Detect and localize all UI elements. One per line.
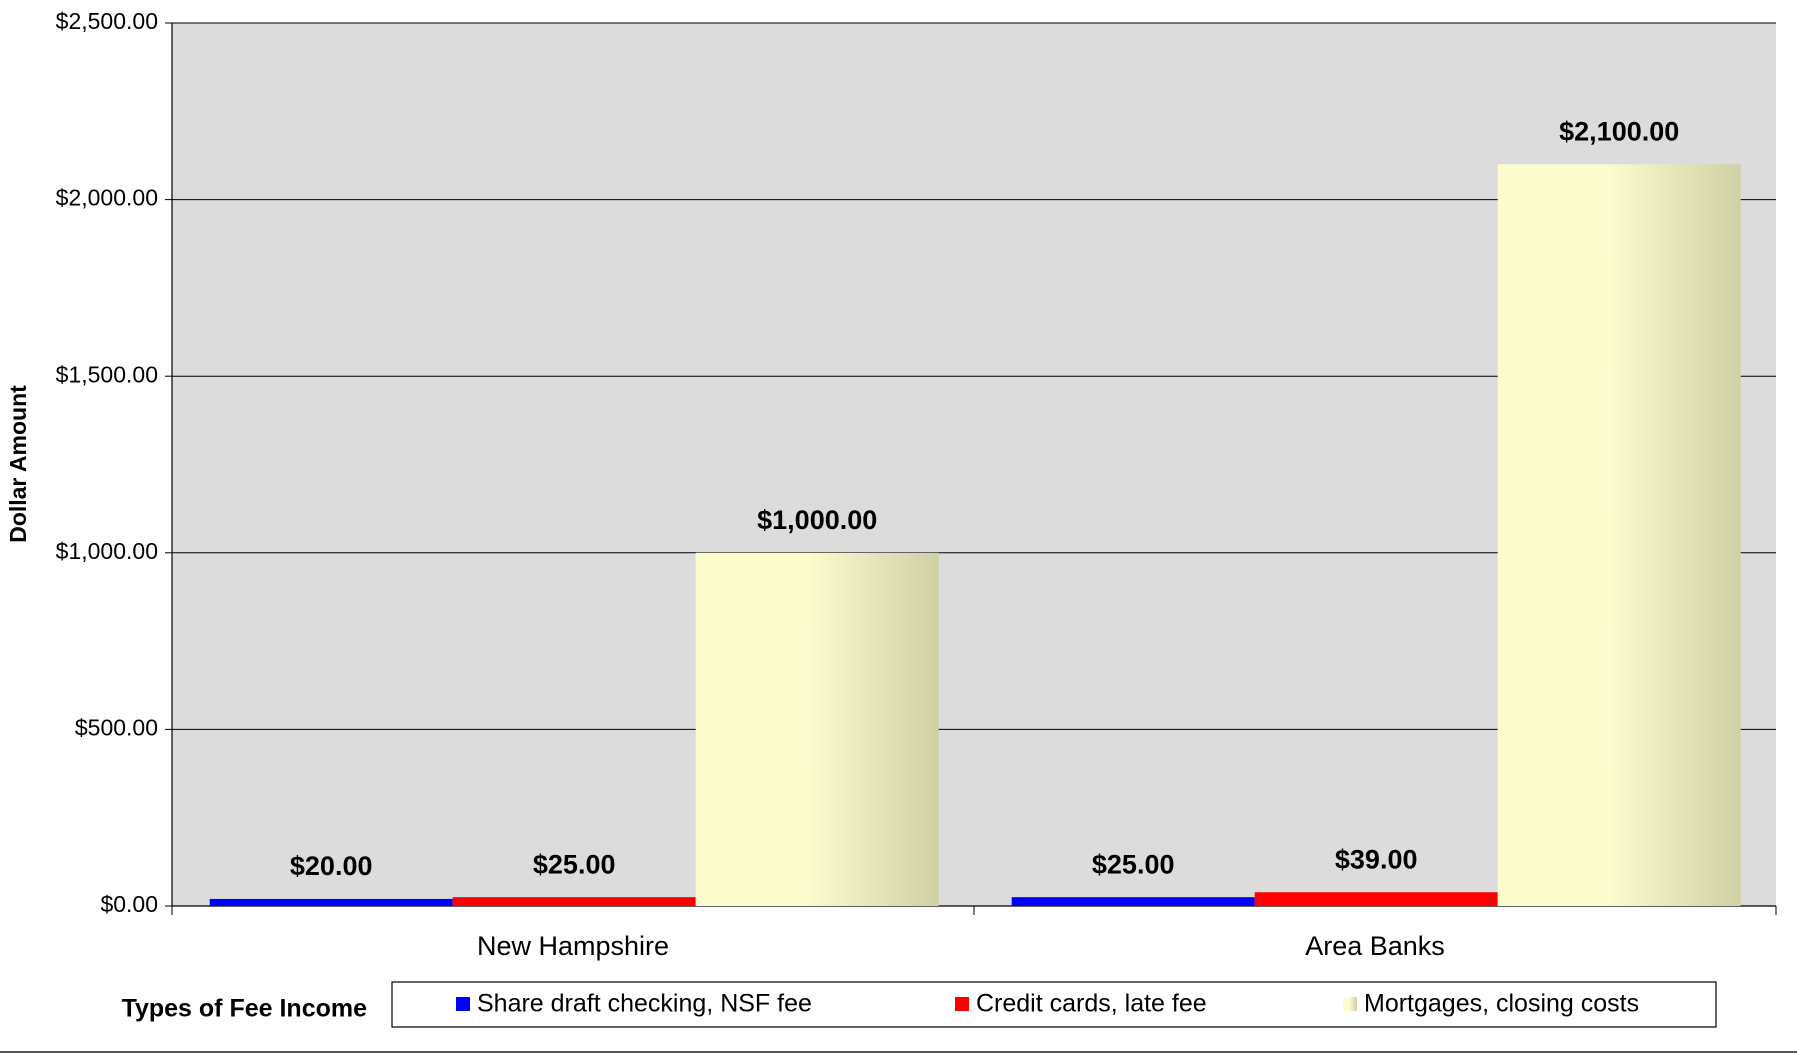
legend-label: Credit cards, late fee: [976, 990, 1207, 1018]
bar: [695, 552, 939, 906]
y-tick-label: $500.00: [75, 714, 158, 740]
x-tick-label: New Hampshire: [477, 931, 669, 961]
data-label: $25.00: [1092, 849, 1175, 879]
y-tick-label: $0.00: [100, 891, 158, 917]
bar: [452, 897, 696, 906]
y-tick-label: $1,000.00: [56, 538, 158, 564]
bar: [209, 898, 453, 906]
data-label: $39.00: [1335, 844, 1418, 874]
bar: [1011, 897, 1255, 906]
y-axis-label: Dollar Amount: [5, 385, 31, 543]
data-label: $1,000.00: [757, 505, 877, 535]
bar: [1497, 164, 1741, 906]
data-label: $20.00: [290, 851, 373, 881]
legend-swatch: [955, 997, 969, 1011]
legend-label: Mortgages, closing costs: [1364, 990, 1639, 1018]
data-label: $25.00: [533, 849, 616, 879]
legend-swatch: [456, 997, 470, 1011]
legend-box: [391, 981, 1717, 1028]
legend-swatch: [1343, 997, 1357, 1011]
x-tick-label: Area Banks: [1305, 931, 1445, 961]
legend-label: Share draft checking, NSF fee: [477, 990, 812, 1018]
y-tick-label: $2,500.00: [56, 8, 158, 34]
bar: [1254, 892, 1498, 906]
legend-title: Types of Fee Income: [122, 995, 368, 1023]
y-tick-label: $1,500.00: [56, 361, 158, 387]
y-tick-label: $2,000.00: [56, 185, 158, 211]
data-label: $2,100.00: [1559, 116, 1679, 146]
